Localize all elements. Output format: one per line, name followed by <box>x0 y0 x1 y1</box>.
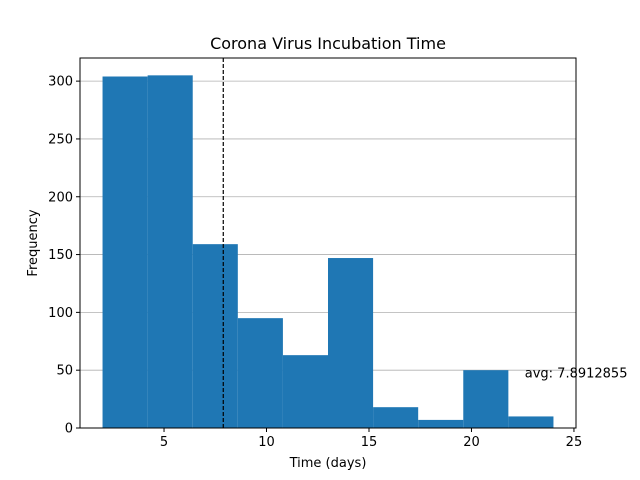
histogram-bars <box>102 75 554 428</box>
x-axis-ticks: 5 10 15 20 25 <box>160 428 582 450</box>
y-tick-label-4: 200 <box>48 190 73 205</box>
bar-6 <box>373 407 419 428</box>
bar-4 <box>282 355 328 428</box>
bar-5 <box>328 258 374 428</box>
x-tick-label-4: 25 <box>566 435 583 450</box>
x-tick-label-0: 5 <box>160 435 168 450</box>
y-axis-label: Frequency <box>26 209 41 276</box>
y-tick-label-2: 100 <box>48 306 73 321</box>
x-tick-label-2: 15 <box>361 435 378 450</box>
bar-7 <box>418 419 464 428</box>
bar-9 <box>508 416 554 428</box>
x-tick-label-3: 20 <box>463 435 480 450</box>
y-axis-ticks: 0 50 100 150 200 250 300 <box>48 75 80 437</box>
bar-2 <box>192 244 238 428</box>
y-tick-label-6: 300 <box>48 75 73 90</box>
plot-frame <box>79 57 577 429</box>
bar-3 <box>237 318 283 428</box>
x-axis-label: Time (days) <box>289 456 367 471</box>
bar-0 <box>102 76 148 428</box>
x-tick-label-1: 10 <box>258 435 275 450</box>
y-tick-label-1: 50 <box>56 364 73 379</box>
y-tick-label-3: 150 <box>48 248 73 263</box>
y-tick-label-5: 250 <box>48 132 73 147</box>
y-tick-label-0: 0 <box>65 422 73 437</box>
bar-8 <box>463 370 509 428</box>
mean-annotation: avg: 7.8912855 <box>525 367 628 382</box>
chart-title: Corona Virus Incubation Time <box>210 34 446 53</box>
bar-1 <box>147 75 193 428</box>
